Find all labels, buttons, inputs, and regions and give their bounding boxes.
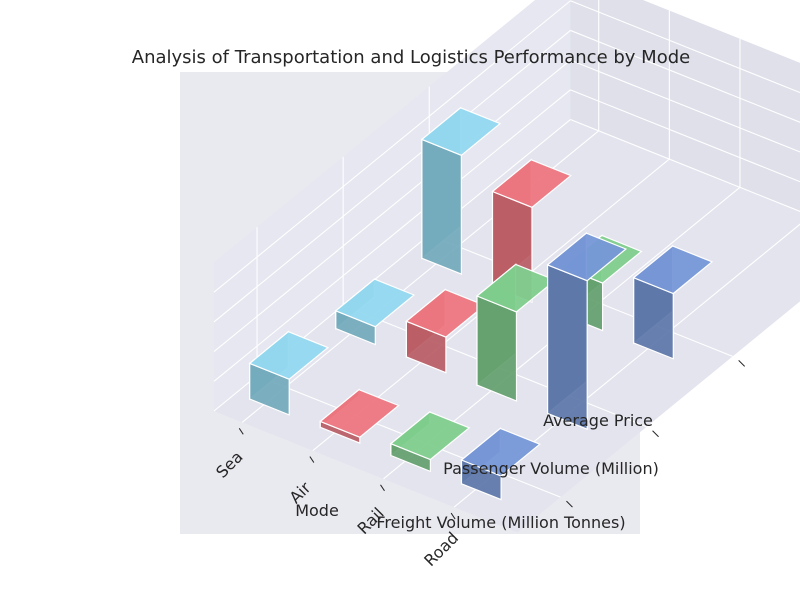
y-tick-label-0: Freight Volume (Million Tonnes) [376,513,625,532]
x-axis-label: Mode [295,501,339,520]
chart-title: Analysis of Transportation and Logistics… [132,47,690,68]
y-tick-label-2: Average Price [543,411,653,430]
x-tick-label-3: Road [420,528,462,570]
bar-front-face [422,139,462,274]
bar-front-face [548,265,588,429]
y-tick-mark-1 [653,431,659,437]
bar-front-face [477,296,517,401]
y-tick-mark-2 [739,360,745,366]
y-tick-label-1: Passenger Volume (Million) [443,459,659,478]
